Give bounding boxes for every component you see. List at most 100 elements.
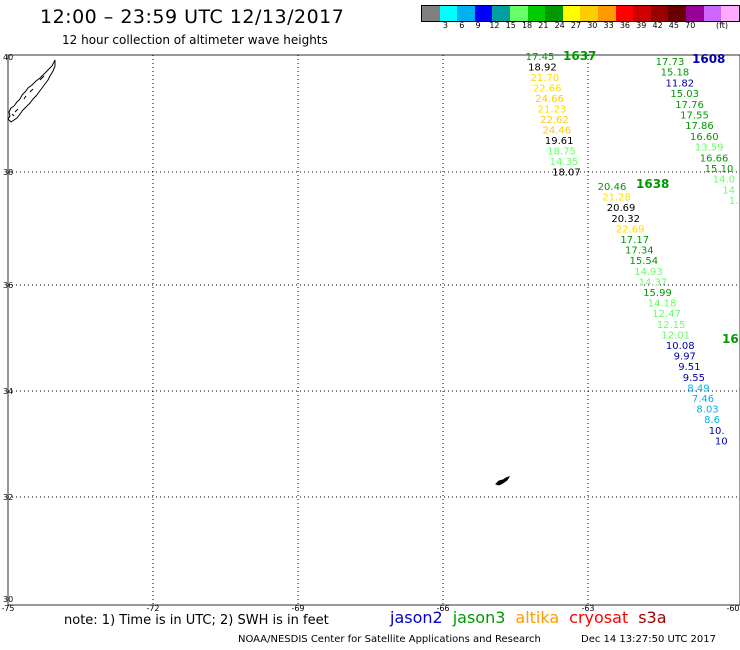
swh-value: 14.18: [648, 299, 677, 310]
lat-tick-label: 40: [3, 53, 13, 62]
legend-label: 15: [505, 21, 516, 30]
legend-label: 30: [587, 21, 598, 30]
swh-value: 12.15: [657, 320, 686, 331]
pass-label-1637: 1637: [563, 49, 596, 63]
swh-value: 9.97: [674, 352, 696, 363]
swh-value: 18.07: [552, 168, 581, 179]
generated-timestamp: Dec 14 13:27:50 UTC 2017: [581, 634, 716, 645]
swh-value: 18.92: [528, 63, 557, 74]
swh-value: 10: [715, 436, 728, 447]
legend-swatch: [422, 6, 440, 21]
lon-tick-label: -66: [436, 604, 449, 613]
coastline-islands: [11, 75, 45, 117]
legend-label: 39: [636, 21, 647, 30]
swh-value: 17.73: [656, 57, 685, 68]
legend-swatch: [492, 6, 510, 21]
coastline: [7, 59, 56, 123]
legend-swatch: [668, 6, 686, 21]
swh-value: 18.75: [547, 147, 576, 158]
swh-value: 12.47: [652, 309, 681, 320]
color-scale-unit: (ft): [716, 21, 729, 30]
lat-tick-label: 32: [3, 493, 13, 502]
lat-tick-label: 30: [3, 595, 13, 604]
credit-line: NOAA/NESDIS Center for Satellite Applica…: [238, 634, 541, 645]
swh-value: 16.66: [700, 153, 729, 164]
legend-swatch: [527, 6, 546, 21]
swh-value: 17.55: [680, 111, 709, 122]
swh-value: 15.54: [630, 256, 659, 267]
legend-swatch: [721, 6, 739, 21]
legend-label: 24: [554, 21, 565, 30]
lat-tick-label: 38: [3, 168, 13, 177]
lat-tick-label: 34: [3, 387, 13, 396]
lon-tick-label: -60: [726, 604, 739, 613]
pass-label-1638: 1638: [636, 177, 669, 191]
swh-value: 20.46: [598, 182, 627, 193]
legend-label: 27: [570, 21, 582, 30]
swh-value: 14.93: [634, 267, 663, 278]
lon-tick-label: -75: [1, 604, 14, 613]
swh-value: 8.49: [687, 383, 709, 394]
swh-value: 13.59: [695, 143, 724, 154]
pass-label-1608: 1608: [692, 52, 725, 66]
swh-value: 20.69: [607, 203, 636, 214]
swh-value: 21.70: [530, 73, 559, 84]
legend-swatch: [650, 6, 669, 21]
legend-label: 6: [459, 21, 465, 30]
swh-value: 10.: [709, 426, 725, 437]
swh-value: 10.08: [666, 341, 695, 352]
swh-value: 17.86: [685, 121, 714, 132]
satellite-legend: jason2 jason3 altika cryosat s3a: [390, 608, 677, 627]
swh-value: 14: [722, 185, 735, 196]
lat-tick-labels: 40 38 36 34 32 30: [3, 53, 13, 604]
swh-value: 8.6: [704, 415, 720, 426]
map-subtitle: 12 hour collection of altimeter wave hei…: [62, 33, 328, 47]
legend-swatch: [545, 6, 563, 21]
lon-tick-label: -72: [146, 604, 159, 613]
pass-label-16: 16: [722, 332, 739, 346]
swh-value: 19.61: [545, 136, 574, 147]
swh-value: 22.62: [540, 115, 569, 126]
satellite-jason2: jason2: [390, 608, 443, 627]
swh-value: 15.10: [705, 164, 734, 175]
swh-value: 17.45: [526, 52, 555, 63]
graticule: [8, 55, 740, 605]
satellite-s3a: s3a: [638, 608, 667, 627]
satellite-jason3: jason3: [452, 608, 506, 627]
color-scale-legend: [421, 5, 740, 22]
swh-value: 21.23: [538, 105, 567, 116]
swh-value: 15.99: [643, 288, 672, 299]
swh-value: 17.34: [625, 246, 654, 257]
legend-label: 36: [619, 21, 631, 30]
units-note: note: 1) Time is in UTC; 2) SWH is in fe…: [64, 613, 329, 628]
legend-label: 21: [538, 21, 549, 30]
legend-swatch: [562, 6, 581, 21]
legend-label: 70: [685, 21, 696, 30]
swh-value: 15.03: [670, 89, 699, 100]
swh-value: 16.60: [690, 132, 719, 143]
lon-tick-label: -63: [581, 604, 594, 613]
lat-tick-label: 36: [3, 281, 13, 290]
legend-swatch: [439, 6, 458, 21]
legend-label: 45: [668, 21, 679, 30]
swh-value: 22.69: [616, 224, 645, 235]
swh-value: 1.: [729, 196, 739, 207]
legend-swatch: [457, 6, 475, 21]
swh-value: 24.66: [535, 94, 564, 105]
satellite-altika: altika: [515, 608, 560, 627]
swh-value: 8.03: [696, 405, 718, 416]
lon-tick-labels: -75 -72 -69 -66 -63 -60: [1, 604, 739, 613]
swh-value: 22.66: [533, 84, 562, 95]
swh-value: 11.82: [665, 78, 694, 89]
lon-tick-label: -69: [291, 604, 304, 613]
map-frame: [7, 54, 740, 606]
swh-value: 14.35: [550, 157, 579, 168]
swh-value: 14.0: [713, 175, 735, 186]
island: [495, 476, 511, 486]
swh-value: 15.18: [661, 68, 690, 79]
swh-value: 21.28: [602, 193, 631, 204]
legend-label: 18: [521, 21, 533, 30]
swh-value: 7.46: [692, 394, 714, 405]
